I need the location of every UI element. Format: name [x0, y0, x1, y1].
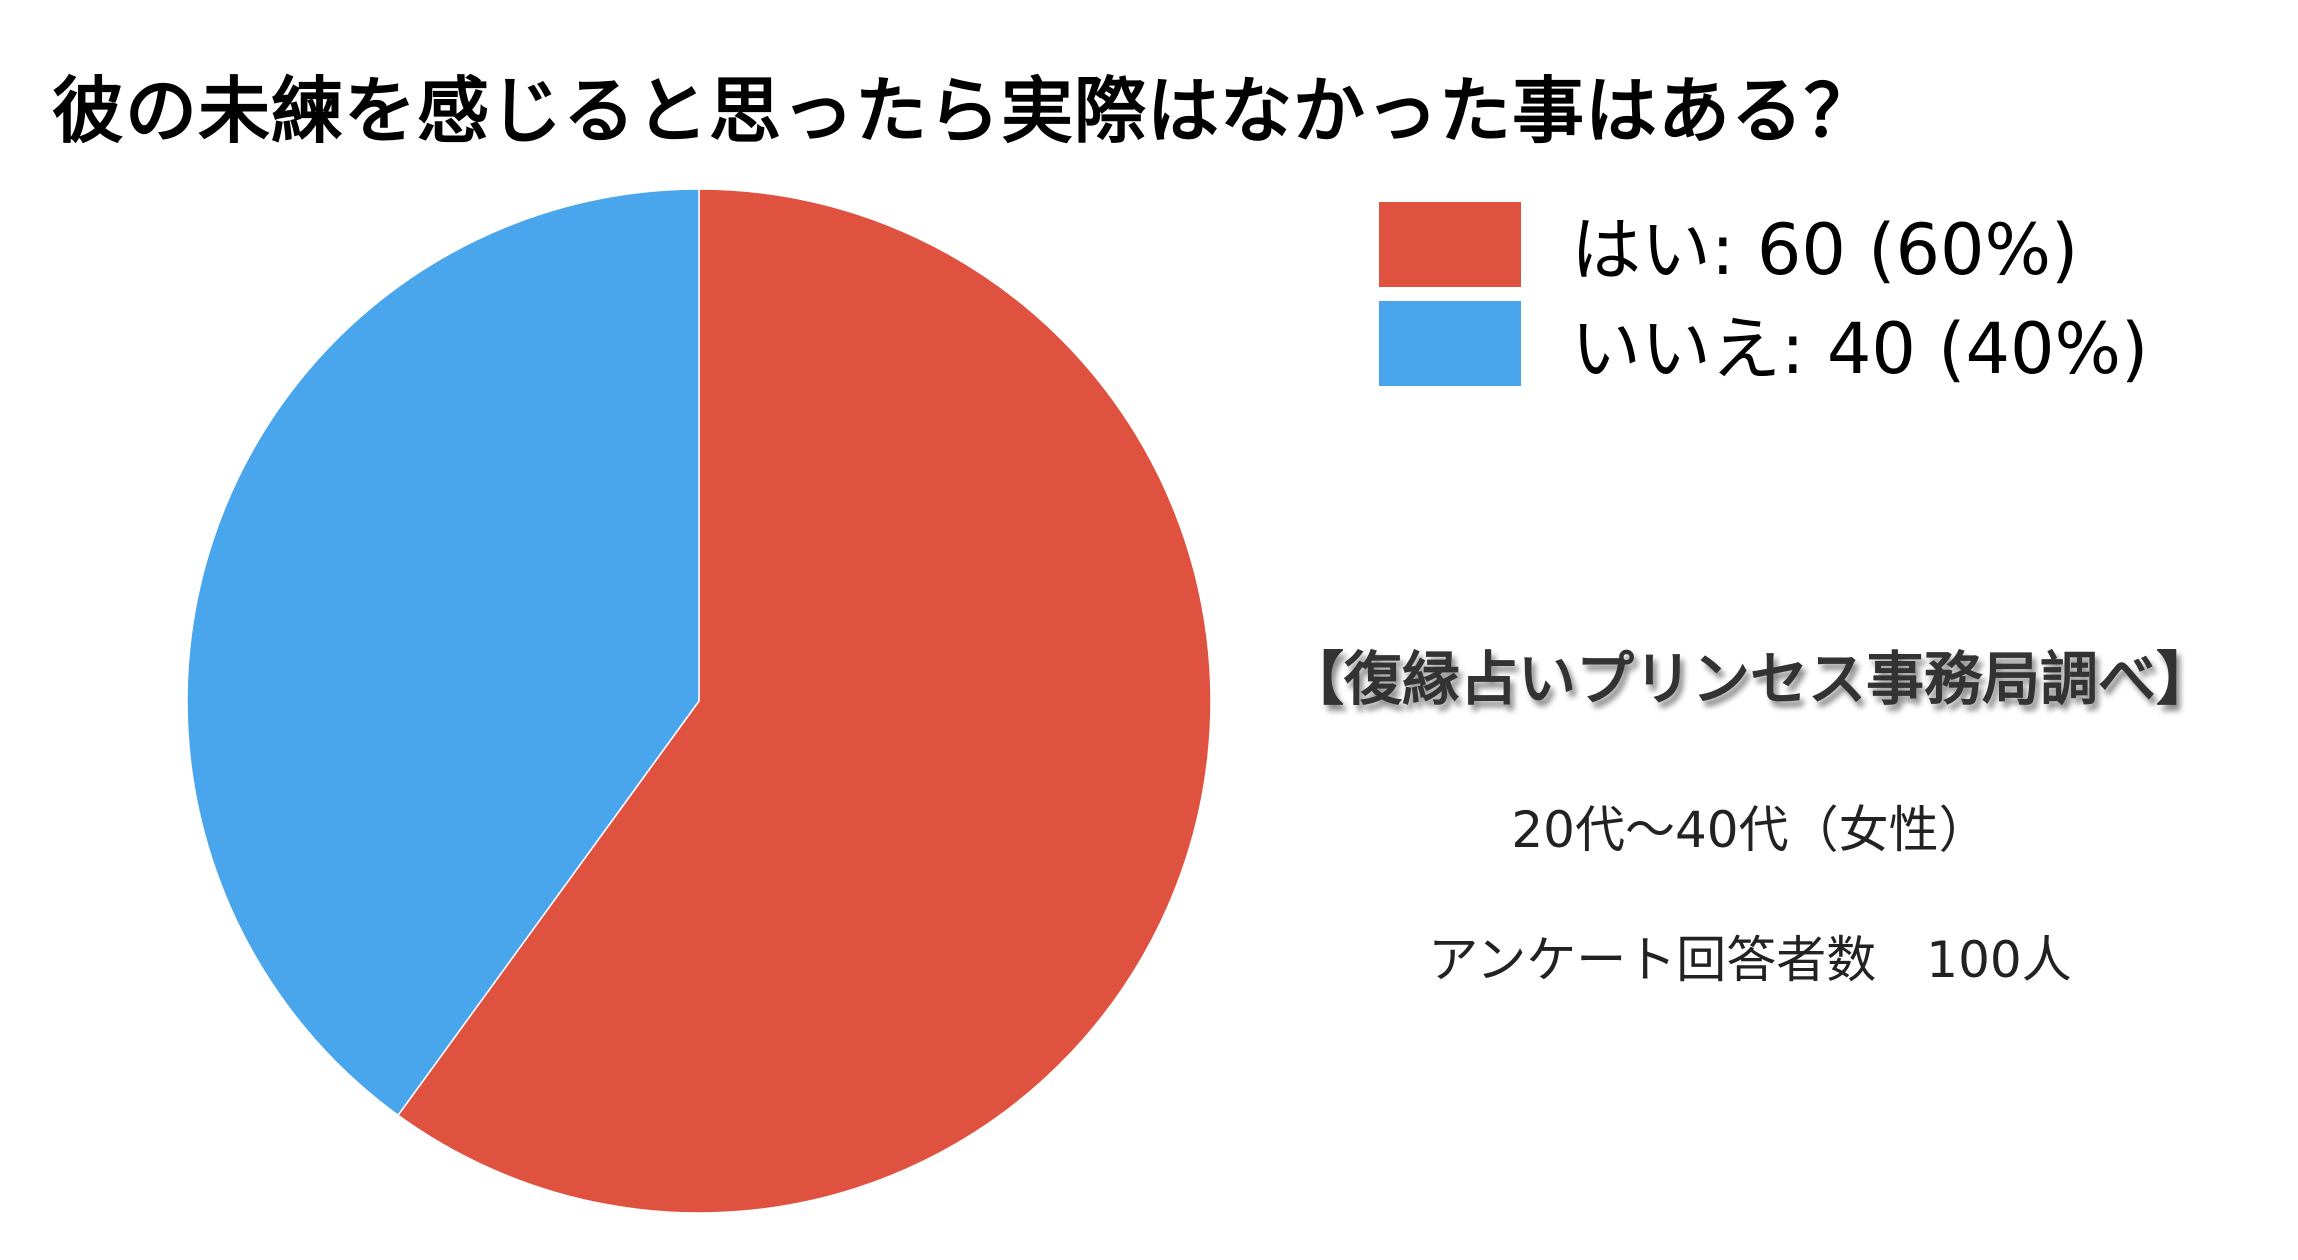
source-note: 【復縁占いプリンセス事務局調べ】 [1285, 645, 2214, 713]
legend-item-no: いいえ: 40 (40%) [1379, 300, 2148, 390]
respondents-note: アンケート回答者数 100人 [1428, 931, 2072, 989]
pie-slice-yes [397, 188, 1212, 1214]
legend-item-yes: はい: 60 (60%) [1379, 201, 2078, 291]
legend-swatch-no [1379, 300, 1521, 386]
chart-title: 彼の未練を感じると思ったら実際はなかった事はある？ [52, 69, 1878, 153]
pie-slice-no [186, 188, 700, 1117]
demographic-note: 20代〜40代（女性） [1511, 801, 1989, 859]
legend-label-no: いいえ: 40 (40%) [1571, 307, 2149, 390]
legend-swatch-yes [1379, 201, 1521, 287]
legend-label-yes: はい: 60 (60%) [1571, 208, 2079, 291]
